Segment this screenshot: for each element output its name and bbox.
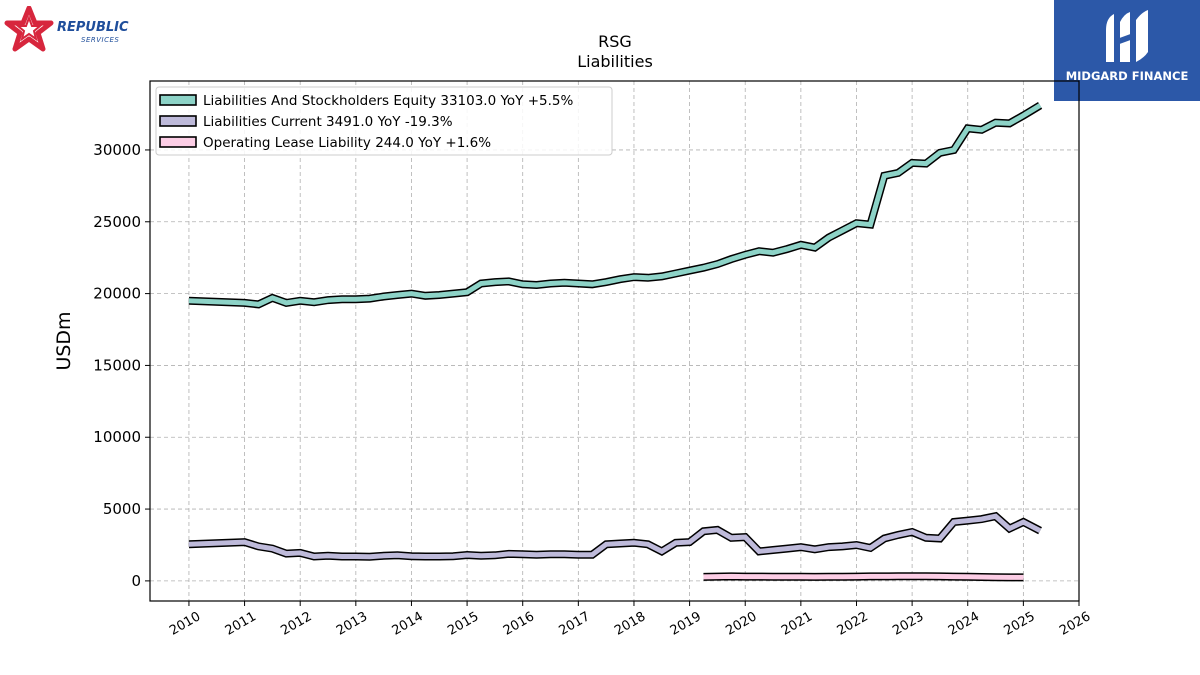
x-tick-label: 2024 bbox=[946, 609, 982, 639]
series-lines bbox=[188, 101, 1043, 582]
republic-services-logo: REPUBLIC SERVICES bbox=[4, 5, 144, 54]
midgard-monogram-icon bbox=[1106, 10, 1148, 62]
legend-label-2: Operating Lease Liability 244.0 YoY +1.6… bbox=[203, 135, 491, 151]
x-tick-label: 2019 bbox=[668, 609, 704, 639]
y-tick-label: 30000 bbox=[93, 141, 141, 159]
x-tick-label: 2017 bbox=[557, 609, 593, 639]
legend-swatch-2 bbox=[159, 136, 197, 148]
legend-swatch-0 bbox=[159, 94, 197, 106]
x-tick-label: 2014 bbox=[390, 609, 426, 639]
legend-label-1: Liabilities Current 3491.0 YoY -19.3% bbox=[203, 114, 453, 130]
republic-star-icon bbox=[4, 5, 54, 52]
x-axis: 2010 2011 2012 2013 2014 2015 2016 2017 2018 2019… bbox=[167, 601, 1093, 639]
y-axis-label: USDm bbox=[53, 311, 75, 370]
y-tick-label: 5000 bbox=[103, 500, 141, 518]
legend-swatch-1 bbox=[159, 115, 197, 127]
y-axis: 0 5000 10000 15000 20000 25000 30000 bbox=[93, 141, 150, 590]
x-tick-label: 2011 bbox=[223, 609, 259, 639]
x-tick-label: 2016 bbox=[501, 609, 537, 639]
midgard-finance-logo: MIDGARD FINANCE bbox=[1054, 0, 1200, 101]
legend: Liabilities And Stockholders Equity 3310… bbox=[155, 86, 613, 156]
legend-box bbox=[155, 86, 613, 156]
x-tick-label: 2010 bbox=[167, 609, 203, 639]
series-line-0 bbox=[188, 103, 1042, 307]
x-tick-label: 2012 bbox=[278, 609, 314, 639]
plot-frame bbox=[149, 80, 1080, 602]
grid-lines bbox=[150, 81, 1080, 601]
x-tick-label: 2022 bbox=[835, 609, 871, 639]
x-tick-label: 2021 bbox=[779, 609, 815, 639]
y-tick-label: 25000 bbox=[93, 213, 141, 231]
chart-subtitle: Liabilities bbox=[577, 52, 653, 71]
series-line-1 bbox=[188, 513, 1042, 560]
x-tick-label: 2026 bbox=[1057, 609, 1093, 639]
x-tick-label: 2018 bbox=[612, 609, 648, 639]
y-tick-label: 20000 bbox=[93, 285, 141, 303]
y-tick-label: 10000 bbox=[93, 428, 141, 446]
chart-title: RSG bbox=[598, 32, 632, 51]
x-tick-label: 2020 bbox=[723, 609, 759, 639]
midgard-logo-name: MIDGARD FINANCE bbox=[1065, 69, 1189, 83]
legend-label-0: Liabilities And Stockholders Equity 3310… bbox=[203, 93, 573, 109]
x-tick-label: 2025 bbox=[1002, 609, 1038, 639]
republic-logo-name: REPUBLIC bbox=[57, 20, 129, 35]
x-tick-label: 2023 bbox=[890, 609, 926, 639]
republic-logo-sub: SERVICES bbox=[81, 36, 120, 44]
series-line-2 bbox=[703, 573, 1024, 580]
y-tick-label: 15000 bbox=[93, 356, 141, 374]
x-tick-label: 2013 bbox=[334, 609, 370, 639]
x-tick-label: 2015 bbox=[445, 609, 481, 639]
y-tick-label: 0 bbox=[131, 572, 141, 590]
